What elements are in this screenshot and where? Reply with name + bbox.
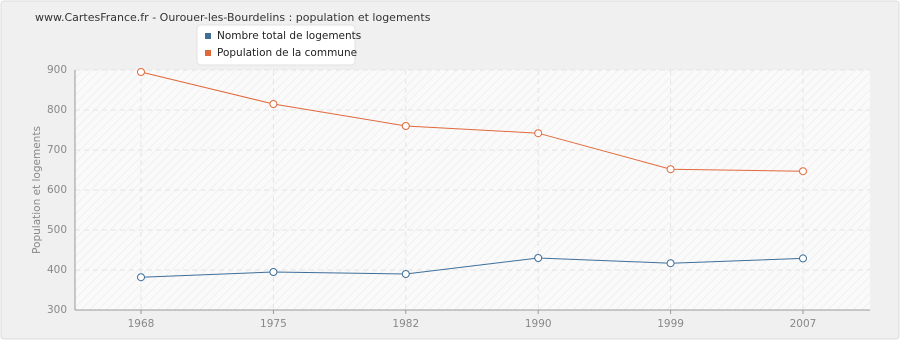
- x-tick-label: 1975: [260, 318, 287, 330]
- legend-box: [196, 24, 356, 66]
- data-point: [799, 167, 807, 176]
- y-axis-label: Population et logements: [31, 126, 43, 254]
- y-tick-label: 700: [47, 144, 67, 156]
- x-tick-label: 1999: [657, 318, 684, 330]
- x-tick-label: 1990: [525, 318, 552, 330]
- y-tick-label: 400: [47, 264, 67, 276]
- chart-title: www.CartesFrance.fr - Ourouer-les-Bourde…: [35, 11, 431, 24]
- data-point: [137, 68, 145, 76]
- y-tick-label: 900: [47, 64, 67, 76]
- series-line: [140, 257, 804, 278]
- legend-label: Nombre total de logements: [217, 30, 361, 42]
- data-point: [401, 122, 410, 130]
- y-tick-label: 500: [47, 224, 67, 236]
- x-tick-label: 1982: [392, 318, 419, 330]
- legend-swatch: [205, 50, 211, 56]
- y-tick-label: 600: [47, 184, 67, 196]
- data-point: [534, 129, 543, 138]
- data-point: [666, 165, 675, 174]
- y-tick-label: 300: [47, 304, 67, 316]
- legend-swatch: [205, 33, 211, 39]
- data-point: [401, 270, 410, 278]
- x-tick-label: 1968: [128, 318, 155, 330]
- data-point: [269, 100, 278, 108]
- data-point: [666, 259, 675, 268]
- data-point: [534, 254, 543, 262]
- data-point: [137, 273, 145, 282]
- series-line: [140, 71, 804, 172]
- x-tick-label: 2007: [790, 318, 817, 330]
- data-point: [799, 254, 807, 263]
- data-point: [269, 268, 278, 276]
- y-tick-label: 800: [47, 104, 67, 116]
- legend-label: Population de la commune: [217, 47, 357, 59]
